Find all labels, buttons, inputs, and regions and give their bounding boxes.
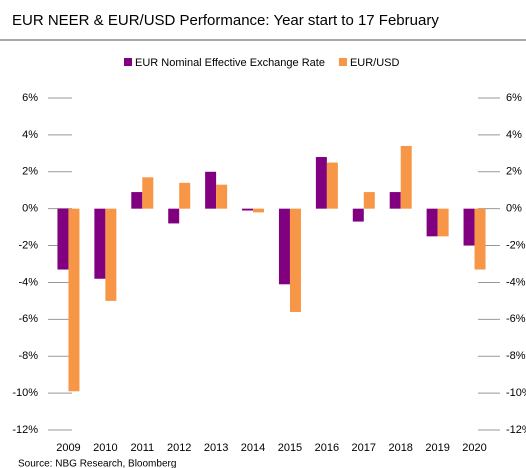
bar (216, 184, 228, 209)
bar (278, 208, 290, 285)
y-tick-label: 0% (22, 203, 38, 215)
source-note: Source: NBG Research, Bloomberg (18, 459, 176, 468)
legend-swatch (338, 58, 347, 66)
bar (179, 182, 191, 209)
bar (363, 192, 375, 209)
y-tick-label: -4% (506, 276, 526, 288)
x-tick-label: 2016 (315, 442, 339, 454)
bar (253, 208, 265, 213)
x-tick-label: 2010 (93, 442, 117, 454)
y-tick-label: -8% (18, 350, 38, 362)
y-tick-label: -4% (18, 276, 38, 288)
chart-title: EUR NEER & EUR/USD Performance: Year sta… (12, 12, 439, 29)
x-tick-label: 2020 (462, 442, 486, 454)
bar (389, 192, 401, 209)
bar (326, 162, 338, 209)
legend-label: EUR/USD (350, 57, 400, 69)
x-tick-label: 2015 (278, 442, 302, 454)
bar (463, 208, 475, 246)
x-tick-label: 2013 (204, 442, 228, 454)
y-tick-label: -6% (506, 313, 526, 325)
bar (205, 171, 217, 209)
bar (242, 208, 254, 211)
y-tick-label: 0% (506, 203, 522, 215)
y-tick-label: -12% (506, 424, 526, 436)
x-tick-label: 2012 (167, 442, 191, 454)
x-tick-label: 2017 (352, 442, 376, 454)
y-tick-label: -12% (12, 424, 38, 436)
x-tick-label: 2018 (388, 442, 412, 454)
bar (68, 208, 80, 392)
legend-swatch (124, 58, 132, 66)
bar (352, 208, 364, 222)
bar (426, 208, 438, 237)
bar (289, 208, 301, 312)
bar (400, 145, 412, 209)
y-tick-label: -10% (12, 387, 38, 399)
y-tick-label: -2% (506, 239, 526, 251)
bar (168, 208, 180, 224)
y-tick-label: -8% (506, 350, 526, 362)
bar (142, 177, 154, 209)
bar (94, 208, 106, 279)
y-tick-label: -6% (18, 313, 38, 325)
bar (437, 208, 449, 237)
x-tick-label: 2009 (56, 442, 80, 454)
x-tick-label: 2019 (425, 442, 449, 454)
y-tick-label: 2% (506, 166, 522, 178)
bar (131, 192, 143, 209)
y-tick-label: 4% (22, 129, 38, 141)
y-tick-label: 6% (22, 92, 38, 104)
y-tick-label: 4% (506, 129, 522, 141)
bar (57, 208, 69, 270)
x-tick-label: 2011 (130, 442, 154, 454)
y-tick-label: -10% (506, 387, 526, 399)
bar (315, 157, 327, 209)
bar (474, 208, 486, 270)
legend-label: EUR Nominal Effective Exchange Rate (135, 57, 325, 69)
x-tick-label: 2014 (241, 442, 265, 454)
y-tick-label: -2% (18, 239, 38, 251)
y-tick-label: 2% (22, 166, 38, 178)
y-tick-label: 6% (506, 92, 522, 104)
bar (105, 208, 117, 301)
